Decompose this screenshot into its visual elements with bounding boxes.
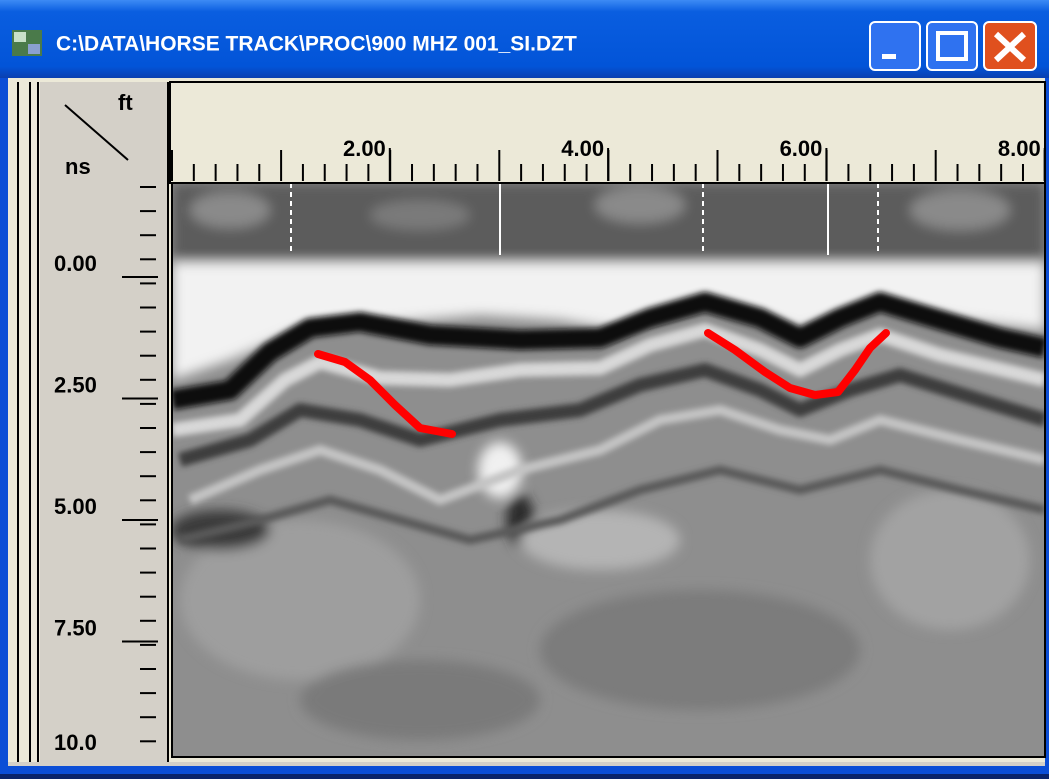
- minimize-button[interactable]: [870, 22, 920, 70]
- x-unit: ft: [118, 90, 133, 115]
- y-tick-label: 5.00: [54, 494, 97, 519]
- y-tick-label: 7.50: [54, 615, 97, 640]
- y-tick-label: 0.00: [54, 251, 97, 276]
- bottom-edge: [8, 762, 1045, 766]
- x-tick-label: 2.00: [343, 136, 386, 161]
- x-tick-label: 6.00: [780, 136, 823, 161]
- y-tick-label: 2.50: [54, 372, 97, 397]
- window-title: C:\DATA\HORSE TRACK\PROC\900 MHZ 001_SI.…: [56, 33, 577, 56]
- radargram: [170, 183, 1045, 757]
- page: {"window": {"title": "C:\\DATA\\HORSE TR…: [0, 0, 1049, 774]
- x-tick-label: 4.00: [561, 136, 604, 161]
- vertical-ruler: [40, 82, 168, 762]
- y-tick-label: 10.0: [54, 730, 97, 755]
- app-icon: [12, 30, 42, 56]
- y-unit: ns: [65, 154, 91, 179]
- close-button[interactable]: [984, 22, 1036, 70]
- x-tick-label: 8.00: [998, 136, 1041, 161]
- window: C:\DATA\HORSE TRACK\PROC\900 MHZ 001_SI.…: [0, 0, 1049, 774]
- maximize-button[interactable]: [927, 22, 977, 70]
